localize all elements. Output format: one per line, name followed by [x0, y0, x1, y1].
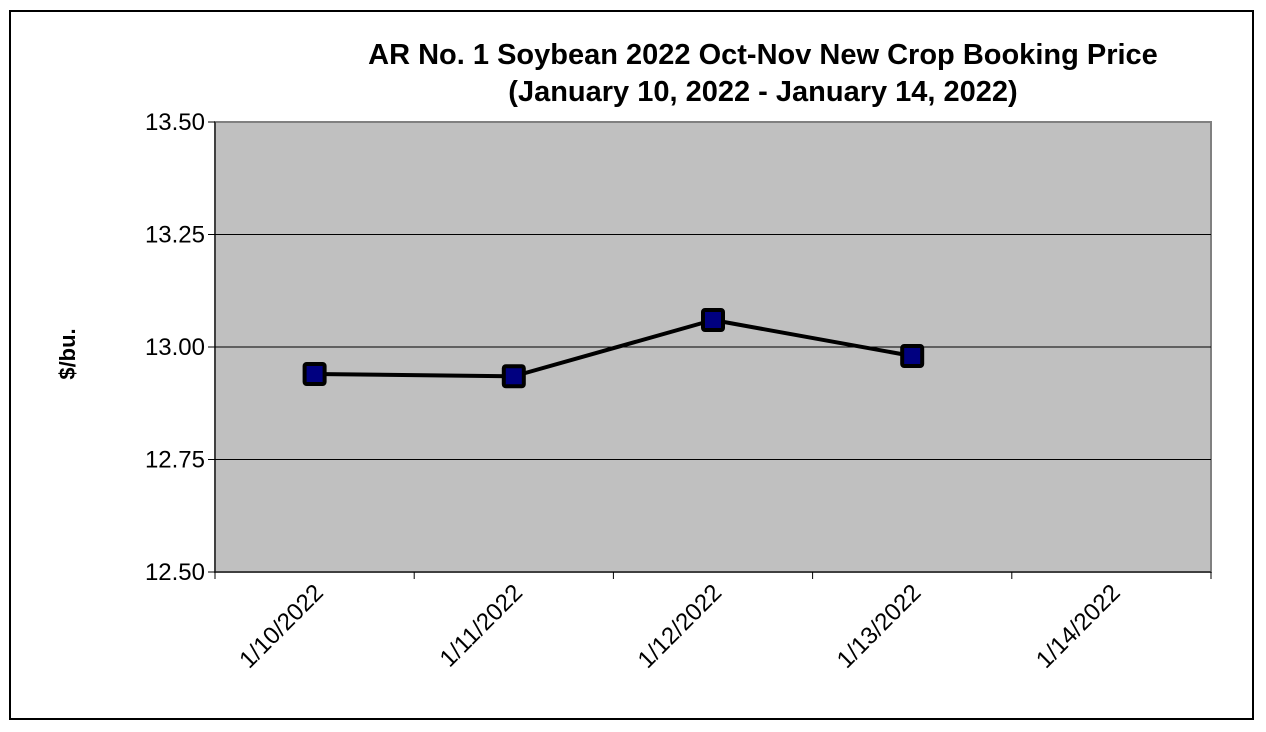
- y-tick-label: 13.25: [145, 222, 205, 249]
- y-tick-label: 13.00: [145, 334, 205, 361]
- series-line: [314, 318, 913, 379]
- y-tick-label: 13.50: [145, 109, 205, 136]
- x-tick-label: 1/12/2022: [633, 579, 728, 674]
- axes: [208, 121, 1212, 579]
- gridlines: [215, 234, 1211, 460]
- x-tick-labels: 1/10/2022 1/11/2022 1/12/2022 1/13/2022 1/14…: [234, 579, 1125, 674]
- data-point-marker: [701, 308, 725, 332]
- data-point-marker: [501, 364, 526, 389]
- chart-subtitle: (January 10, 2022 - January 14, 2022): [508, 76, 1017, 108]
- data-point-marker: [900, 344, 925, 368]
- x-tick-label: 1/11/2022: [435, 579, 528, 672]
- data-point-marker: [302, 362, 327, 386]
- x-tick-label: 1/13/2022: [832, 579, 927, 674]
- chart-title: AR No. 1 Soybean 2022 Oct-Nov New Crop B…: [368, 39, 1158, 71]
- series-layer: [302, 308, 925, 389]
- x-tick-label: 1/10/2022: [234, 579, 329, 674]
- y-tick-label: 12.75: [145, 447, 205, 474]
- x-tick-label: 1/14/2022: [1031, 579, 1126, 674]
- y-tick-label: 12.50: [145, 559, 205, 586]
- y-tick-labels: 12.50 12.75 13.00 13.25 13.50: [145, 109, 205, 586]
- y-axis-label: $/bu.: [55, 328, 80, 379]
